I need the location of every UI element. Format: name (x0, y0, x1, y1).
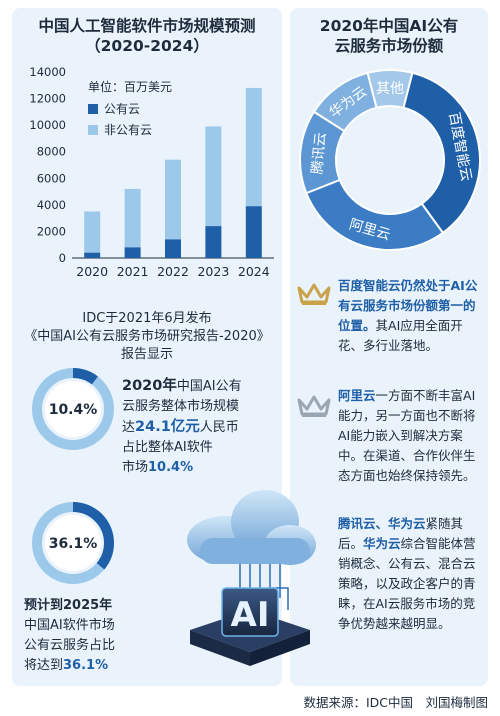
data-source: 数据来源：IDC中国 刘国梅制图 (303, 695, 488, 710)
donut-slice (402, 71, 481, 235)
x-tick-label: 2022 (157, 264, 189, 279)
tencent-huawei-paragraph: 腾讯云、华为云紧随其后。华为云综合智能体营销概念、公有云、混合云策略，以及政企客… (338, 514, 486, 634)
bar-chart: 0 2000 4000 6000 8000 10000 12000 14000 2020 2021… (29, 65, 274, 279)
bar-public (205, 226, 222, 258)
baidu-highlight: 百度智能云仍然处于AI公有云服务市场份额第一的位置。 (338, 278, 478, 333)
ring-progress (32, 502, 114, 584)
unit-label: 单位：百万美元 (88, 80, 173, 94)
stat2-percent: 36.1% (63, 658, 109, 673)
bar-chart-legend: 单位：百万美元 公有云 非公有云 (88, 78, 172, 142)
y-tick-label: 14000 (29, 65, 66, 79)
bar-nonpublic (165, 159, 181, 240)
bar-chart-title-line2: （2020-2024） (85, 37, 209, 55)
report-line2: 《中国AI公有云服务市场研究报告-2020》 (24, 329, 270, 344)
stat1-line1: 中国AI公有 (176, 379, 242, 394)
y-tick-label: 2000 (37, 224, 66, 238)
baidu-text: 其AI应用全面开花、多行业落地。 (338, 318, 463, 353)
stat1-line5a: 市场 (122, 460, 149, 475)
aliyun-text: 一方面不断丰富AI能力，另一方面也不断将AI能力嵌入到解决方案中。在渠道、合作伙… (338, 388, 476, 483)
report-line3: 报告显示 (120, 347, 173, 362)
stat2-line4a: 将达到 (24, 658, 64, 673)
aliyun-paragraph: 阿里云一方面不断丰富AI能力，另一方面也不断将AI能力嵌入到解决方案中。在渠道、… (338, 386, 486, 486)
stat1-line3c: 人民币 (199, 420, 239, 435)
report-line1: IDC于2021年6月发布 (82, 311, 212, 326)
tencent-huawei-highlight: 腾讯云、华为云 (338, 516, 426, 531)
donut-slice (366, 69, 414, 109)
stat1-line4: 占比整体AI软件 (122, 440, 213, 455)
gray-crown-icon (297, 395, 331, 417)
huawei-text: 综合智能体营销概念、公有云、混合云策略，以及政企客户的青睐，在AI云服务市场的竞… (338, 536, 476, 631)
legend-label-public: 公有云 (104, 102, 141, 116)
gold-crown-icon (297, 283, 331, 305)
ring1-value: 10.4% (49, 402, 98, 418)
stat1-line2: 云服务整体市场规模 (122, 399, 240, 414)
legend-item-nonpublic: 非公有云 (88, 121, 172, 138)
x-tick-label: 2023 (197, 264, 229, 279)
donut-slice-label: 其他 (376, 81, 404, 97)
y-tick-label: 12000 (29, 92, 66, 106)
stat2-line3: 公有云服务占比 (24, 638, 116, 653)
legend-swatch-nonpublic (88, 124, 98, 135)
baidu-paragraph: 百度智能云仍然处于AI公有云服务市场份额第一的位置。其AI应用全面开花、多行业落… (338, 276, 486, 356)
bar-chart-title-line1: 中国人工智能软件市场规模预测 (38, 17, 256, 35)
stat2-line1: 预计到2025年 (24, 598, 113, 613)
bar-chart-title: 中国人工智能软件市场规模预测 （2020-2024） (12, 16, 282, 56)
bar-nonpublic (205, 126, 222, 227)
y-tick-label: 10000 (29, 118, 66, 132)
chip-icon: AI (190, 587, 310, 666)
ring-progress (32, 368, 114, 450)
donut-slice-label: 腾讯云 (308, 132, 329, 175)
stat1-amount: 24.1亿元 (135, 419, 200, 435)
y-tick-label: 4000 (37, 198, 66, 212)
report-intro: IDC于2021年6月发布 《中国AI公有云服务市场研究报告-2020》 报告显… (12, 310, 282, 364)
stat-2025: 预计到2025年 中国AI软件市场 公有云服务占比 将达到36.1% (24, 596, 164, 676)
x-tick-label: 2024 (238, 264, 270, 279)
bar-nonpublic (245, 87, 262, 207)
tencent-huawei-mid: 紧随其后。 (338, 516, 464, 551)
chip-ai-label: AI (231, 595, 270, 635)
donut-title-line2: 云服务市场份额 (334, 37, 444, 55)
stat1-year: 2020年 (122, 378, 177, 394)
cloud-icon (187, 490, 316, 565)
ai-cloud-illustration: AI (187, 490, 316, 666)
y-tick-label: 8000 (37, 145, 66, 159)
ring2-value: 36.1% (49, 536, 98, 552)
y-tick-label: 0 (59, 251, 66, 265)
stat1-percent: 10.4% (148, 460, 194, 475)
bar-nonpublic (84, 211, 101, 253)
y-tick-label: 6000 (37, 171, 66, 185)
legend-item-public: 公有云 (88, 100, 172, 117)
legend-swatch-public (88, 103, 98, 114)
huawei-highlight: 华为云 (363, 536, 401, 551)
ring-center (45, 381, 101, 437)
ring-chart-10-4: 10.4% (32, 368, 114, 450)
stat-2020: 2020年中国AI公有 云服务整体市场规模 达24.1亿元人民币 占比整体AI软… (122, 376, 282, 478)
x-tick-label: 2021 (117, 264, 149, 279)
legend-label-nonpublic: 非公有云 (104, 123, 153, 137)
aliyun-highlight: 阿里云 (338, 388, 376, 403)
x-tick-label: 2020 (76, 264, 108, 279)
bar-public (165, 239, 181, 258)
ring-chart-36-1: 36.1% (32, 502, 114, 584)
bar-public (84, 252, 101, 258)
donut-title-line1: 2020年中国AI公有 (319, 17, 459, 35)
ring-center (45, 515, 101, 571)
bar-public (245, 206, 262, 258)
bar-public (124, 247, 141, 258)
bar-nonpublic (124, 188, 141, 248)
stat2-line2: 中国AI软件市场 (24, 618, 115, 633)
stat1-line3a: 达 (122, 420, 136, 435)
donut-title: 2020年中国AI公有 云服务市场份额 (290, 16, 488, 56)
